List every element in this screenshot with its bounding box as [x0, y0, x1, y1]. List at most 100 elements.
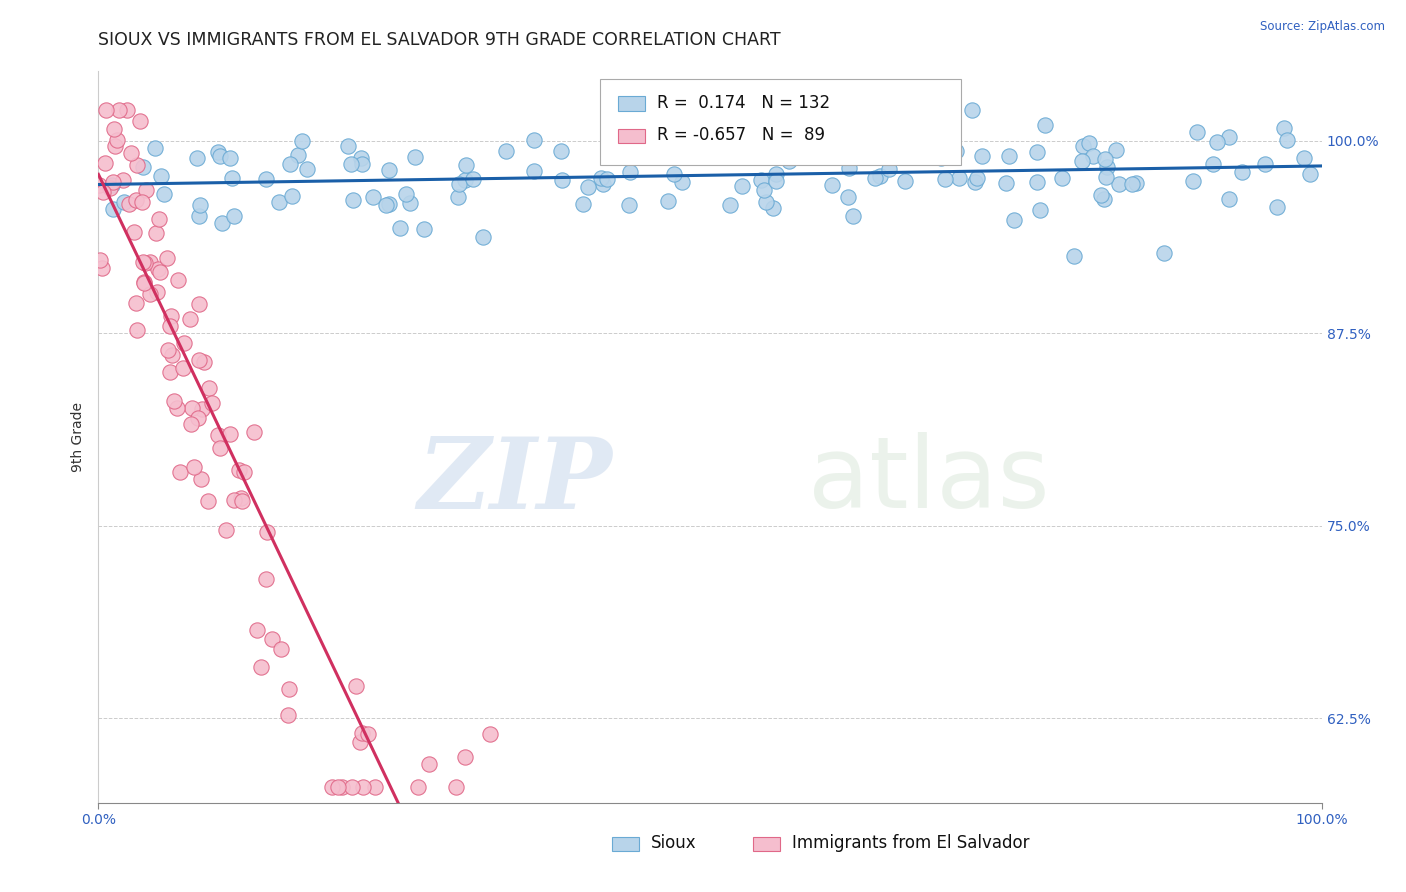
Point — [1104, 143, 1126, 157]
Point — [188, 353, 211, 368]
Point — [478, 726, 501, 740]
Point — [523, 133, 546, 147]
Point — [718, 148, 741, 162]
Point — [657, 194, 679, 209]
Point — [150, 169, 173, 183]
Point — [755, 195, 778, 210]
Text: Source: ZipAtlas.com: Source: ZipAtlas.com — [1260, 20, 1385, 33]
Point — [617, 198, 640, 212]
Point — [454, 173, 477, 187]
Point — [765, 167, 787, 181]
Point — [179, 311, 201, 326]
Point — [267, 195, 290, 210]
Point — [762, 202, 785, 216]
Point — [115, 103, 138, 118]
Point — [277, 707, 299, 722]
Point — [752, 183, 775, 197]
Point — [685, 145, 707, 159]
Point — [166, 273, 188, 287]
Point — [749, 173, 772, 187]
Text: ZIP: ZIP — [418, 433, 612, 529]
Point — [139, 287, 162, 301]
Point — [101, 175, 124, 189]
FancyBboxPatch shape — [600, 78, 960, 165]
Point — [262, 632, 284, 646]
Point — [404, 150, 426, 164]
Point — [592, 178, 614, 192]
Point — [104, 139, 127, 153]
Point — [89, 253, 111, 268]
Point — [707, 128, 730, 142]
Point — [934, 172, 956, 186]
Point — [619, 165, 641, 179]
Point — [1095, 169, 1118, 184]
Point — [180, 417, 202, 431]
Point — [207, 145, 229, 159]
Point — [662, 167, 685, 181]
Point — [340, 780, 363, 795]
Point — [146, 261, 169, 276]
Point — [837, 190, 859, 204]
Point — [995, 176, 1018, 190]
Point — [208, 149, 231, 163]
Point — [1033, 118, 1056, 132]
Point — [718, 198, 741, 212]
Point — [246, 623, 269, 637]
Point — [330, 780, 353, 795]
Point — [198, 381, 221, 395]
Point — [125, 323, 148, 337]
Point — [1272, 120, 1295, 135]
Point — [93, 155, 115, 169]
Point — [945, 145, 967, 159]
Point — [340, 157, 363, 171]
Point — [169, 465, 191, 479]
Point — [218, 151, 240, 165]
Point — [869, 169, 891, 184]
Point — [1218, 130, 1240, 145]
Text: atlas: atlas — [808, 433, 1049, 530]
Point — [98, 181, 121, 195]
Point — [209, 441, 232, 455]
Point — [149, 265, 172, 279]
Point — [1205, 135, 1227, 149]
FancyBboxPatch shape — [619, 96, 645, 111]
Point — [948, 171, 970, 186]
Point — [350, 151, 373, 165]
Point — [870, 150, 893, 164]
Point — [120, 146, 142, 161]
Point — [135, 183, 157, 197]
Point — [108, 103, 131, 117]
Point — [270, 641, 292, 656]
Point — [838, 161, 860, 175]
Point — [759, 147, 782, 161]
Point — [692, 149, 714, 163]
Point — [731, 179, 754, 194]
Point — [1070, 153, 1092, 168]
Point — [186, 152, 208, 166]
Point — [243, 425, 266, 439]
Point — [1153, 245, 1175, 260]
Point — [187, 209, 209, 223]
Point — [765, 174, 787, 188]
Point — [166, 401, 188, 416]
Point — [229, 491, 252, 505]
Point — [821, 178, 844, 192]
Point — [127, 157, 149, 171]
Point — [278, 157, 301, 171]
Point — [668, 133, 690, 147]
Point — [131, 160, 153, 174]
Point — [191, 402, 214, 417]
Point — [1253, 157, 1275, 171]
Point — [159, 319, 181, 334]
Point — [418, 757, 440, 772]
Point — [101, 202, 124, 216]
Point — [145, 226, 167, 240]
Point — [287, 147, 309, 161]
Point — [1108, 177, 1130, 191]
Y-axis label: 9th Grade: 9th Grade — [72, 402, 86, 472]
Point — [671, 175, 693, 189]
Point — [160, 348, 183, 362]
Point — [163, 393, 186, 408]
Point — [193, 355, 215, 369]
Point — [461, 171, 484, 186]
